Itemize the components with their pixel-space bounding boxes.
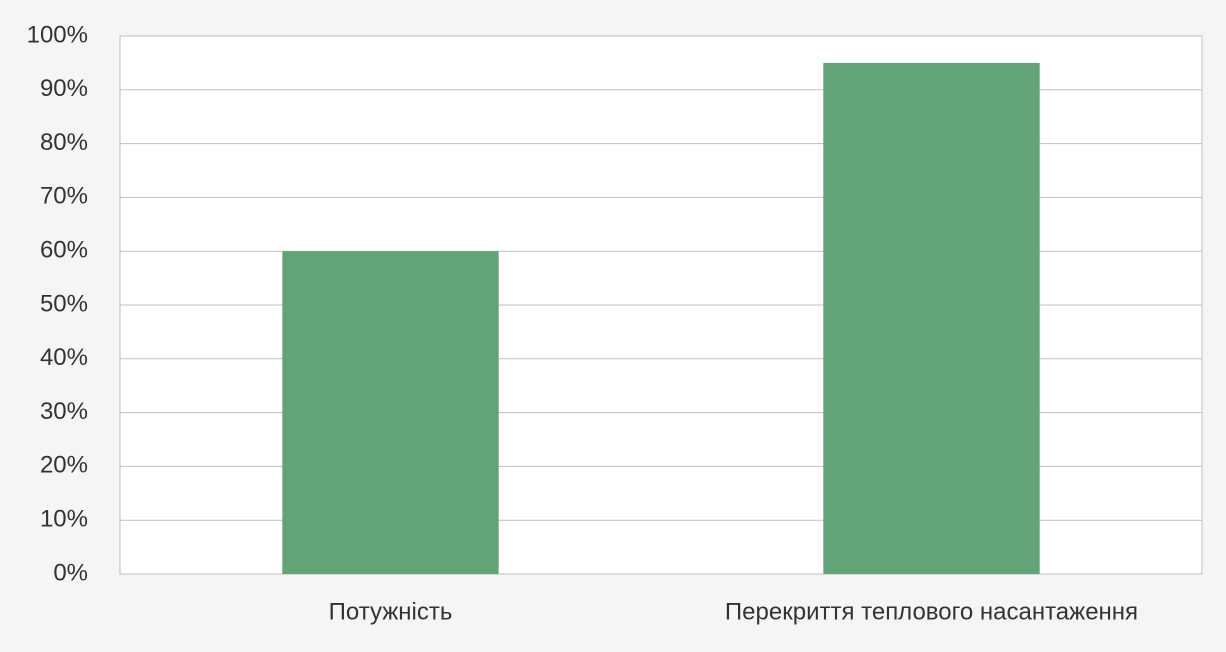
y-tick-label: 10% <box>40 506 88 533</box>
y-tick-label: 30% <box>40 398 88 425</box>
y-tick-label: 50% <box>40 290 88 317</box>
y-tick-label: 0% <box>53 559 88 586</box>
y-tick-label: 90% <box>40 75 88 102</box>
y-tick-label: 80% <box>40 129 88 156</box>
bar <box>823 62 1040 575</box>
y-tick-label: 40% <box>40 344 88 371</box>
y-tick-label: 100% <box>27 21 88 48</box>
bar <box>282 251 499 574</box>
y-tick-label: 70% <box>40 183 88 210</box>
x-tick-label: Потужність <box>329 598 453 625</box>
x-tick-label: Перекриття теплового насантаження <box>725 598 1138 625</box>
y-tick-label: 60% <box>40 237 88 264</box>
y-tick-label: 20% <box>40 452 88 479</box>
